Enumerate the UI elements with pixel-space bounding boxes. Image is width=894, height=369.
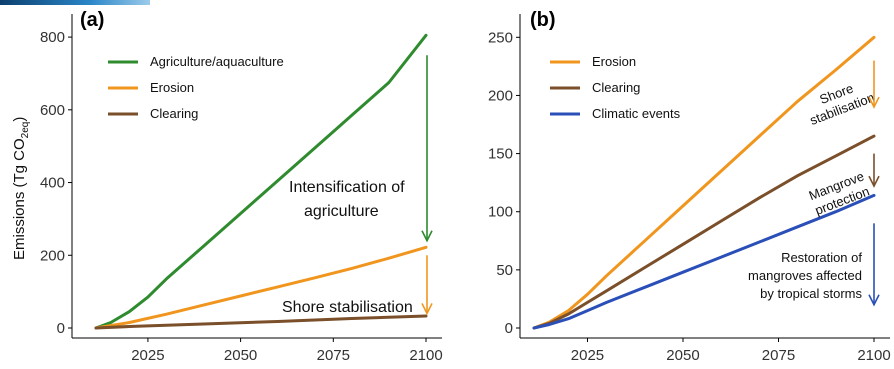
annotation-arrowhead bbox=[421, 230, 433, 243]
y-tick-label: 250 bbox=[488, 29, 513, 46]
annotation-text: Restoration of bbox=[781, 250, 862, 265]
x-tick-label: 2075 bbox=[317, 347, 350, 364]
x-tick-label: 2050 bbox=[666, 347, 699, 364]
panel-a-series bbox=[94, 33, 428, 330]
series-line-climatic-events bbox=[532, 193, 876, 330]
y-tick-label: 150 bbox=[488, 146, 513, 163]
y-tick-label: 400 bbox=[40, 175, 65, 192]
x-tick-label: 2100 bbox=[857, 347, 890, 364]
panel-b-annotations: Shore stabilisation Mangrove protection … bbox=[748, 81, 877, 301]
annotation-text: agriculture bbox=[304, 203, 379, 220]
x-tick-label: 2050 bbox=[224, 347, 257, 364]
annotation-text: by tropical storms bbox=[760, 286, 862, 301]
series-line-agriculture-aquaculture bbox=[94, 33, 428, 330]
series-line-erosion bbox=[532, 35, 876, 330]
annotation-arrowhead bbox=[421, 303, 433, 316]
panel-b-y-ticks: 0 50 100 150 200 250 bbox=[488, 29, 520, 337]
y-tick-label: 200 bbox=[488, 87, 513, 104]
annotation-arrowhead bbox=[868, 96, 880, 109]
panel-a-arrows bbox=[421, 55, 433, 316]
legend-label: Agriculture/aquaculture bbox=[150, 54, 284, 69]
y-tick-label: 200 bbox=[40, 247, 65, 264]
series-line-clearing bbox=[94, 314, 428, 330]
panel-a-legend: Agriculture/aquaculture Erosion Clearing bbox=[108, 54, 284, 121]
y-tick-label: 50 bbox=[496, 262, 513, 279]
x-tick-label: 2100 bbox=[409, 347, 442, 364]
legend-label: Clearing bbox=[592, 80, 640, 95]
panel-a-y-ticks: 0 200 400 600 800 bbox=[40, 29, 72, 337]
annotation-text: Shore stabilisation bbox=[282, 299, 413, 316]
panel-b-arrows bbox=[868, 60, 880, 307]
panel-a-annotations: Intensification of agriculture Shore sta… bbox=[282, 179, 413, 316]
annotation-text: mangroves affected bbox=[748, 268, 862, 283]
panel-b-legend: Erosion Clearing Climatic events bbox=[550, 54, 681, 121]
x-tick-label: 2025 bbox=[571, 347, 604, 364]
panel-b: (b) 0 50 100 150 200 250 2025 2050 2075 2100 Ero… bbox=[488, 9, 891, 364]
panel-b-series bbox=[532, 35, 876, 330]
annotation-arrowhead bbox=[868, 294, 880, 307]
series-line-erosion bbox=[94, 245, 428, 330]
panel-a-y-axis-title: Emissions (Tg CO2eq) bbox=[11, 117, 31, 260]
legend-label: Erosion bbox=[150, 80, 194, 95]
annotation-text: Intensification of bbox=[289, 179, 405, 196]
y-tick-label: 0 bbox=[57, 320, 65, 337]
annotation-rotated: Shore stabilisation bbox=[808, 81, 877, 128]
panel-a-x-ticks: 2025 2050 2075 2100 bbox=[131, 338, 443, 364]
legend-label: Climatic events bbox=[592, 106, 681, 121]
y-tick-label: 100 bbox=[488, 204, 513, 221]
legend-label: Erosion bbox=[592, 54, 636, 69]
y-tick-label: 0 bbox=[505, 320, 513, 337]
annotation-arrowhead bbox=[868, 175, 880, 188]
x-tick-label: 2025 bbox=[131, 347, 164, 364]
panel-a: (a) Emissions (Tg CO2eq) 0 200 400 600 800 2… bbox=[11, 9, 443, 364]
series-line-clearing bbox=[532, 134, 876, 330]
panel-b-x-ticks: 2025 2050 2075 2100 bbox=[571, 338, 891, 364]
legend-label: Clearing bbox=[150, 106, 198, 121]
panel-a-tag: (a) bbox=[80, 9, 104, 31]
header-accent-bar bbox=[0, 0, 150, 5]
y-tick-label: 800 bbox=[40, 29, 65, 46]
x-tick-label: 2075 bbox=[762, 347, 795, 364]
panel-b-tag: (b) bbox=[530, 9, 556, 31]
y-tick-label: 600 bbox=[40, 102, 65, 119]
